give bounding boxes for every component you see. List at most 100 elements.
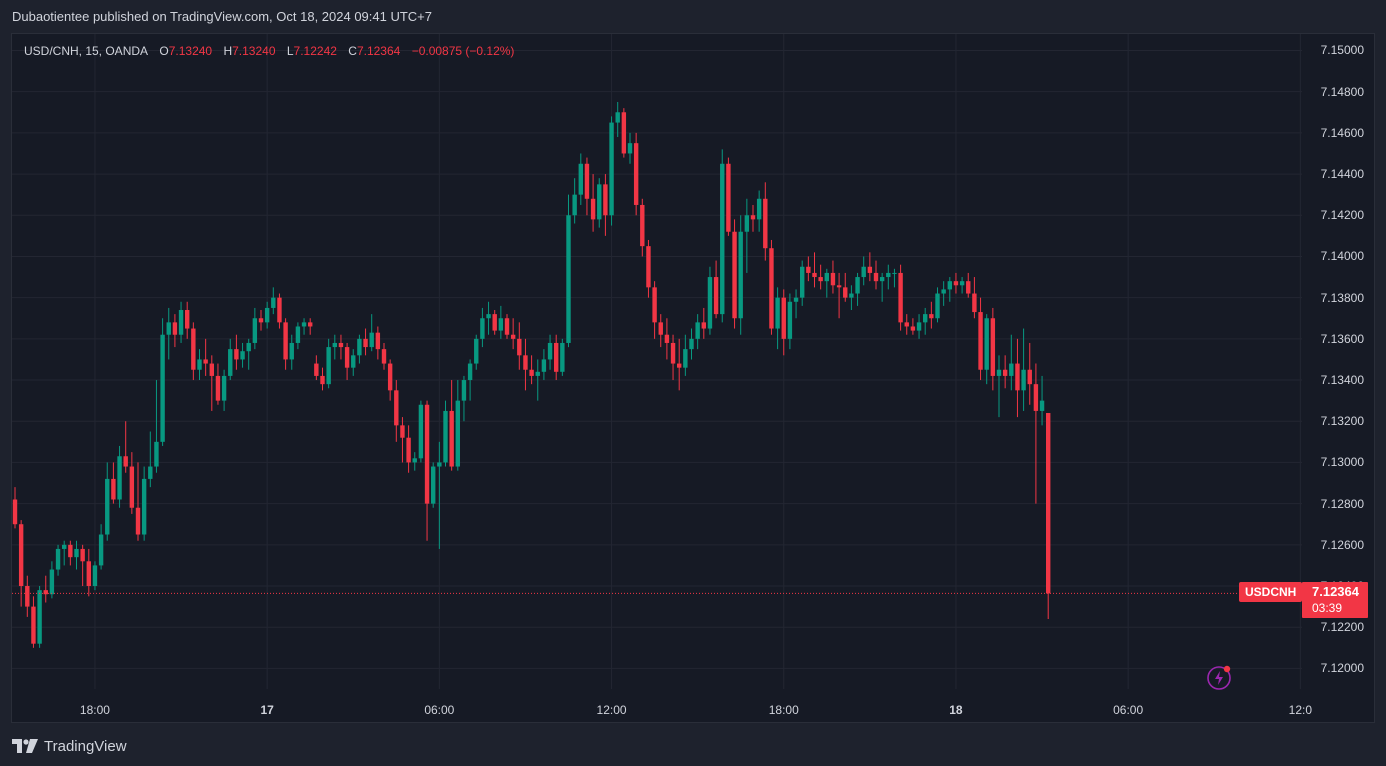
candle-body	[695, 322, 700, 339]
candle-body	[523, 355, 528, 370]
candle	[941, 281, 946, 306]
candle	[474, 334, 479, 370]
y-tick-label: 7.12800	[1320, 496, 1364, 511]
candle	[689, 328, 694, 360]
candle-body	[627, 143, 633, 154]
candle	[879, 272, 885, 302]
candle-body	[560, 342, 565, 372]
candle-body	[492, 314, 497, 331]
legend-open-label: O	[159, 44, 169, 58]
candle	[1015, 338, 1020, 418]
candle-body	[412, 458, 417, 463]
candle	[363, 328, 368, 356]
candle-body	[738, 231, 743, 319]
x-tick-label: 06:00	[1113, 703, 1144, 717]
y-tick-label: 7.12000	[1320, 661, 1364, 676]
candle	[861, 256, 866, 286]
candle	[726, 157, 731, 236]
tradingview-footer: TradingView	[12, 736, 127, 756]
candle-body	[234, 349, 239, 360]
y-tick-label: 7.13800	[1320, 290, 1364, 305]
candle-body	[467, 363, 473, 381]
symbol-badge: USDCNH	[1239, 582, 1303, 603]
candle-body	[246, 342, 251, 352]
candle-body	[609, 122, 614, 216]
legend-low-value: 7.12242	[293, 44, 337, 58]
candle	[670, 334, 676, 381]
candle	[658, 314, 663, 348]
candle	[234, 334, 239, 370]
lightning-alert-icon[interactable]	[1205, 662, 1235, 692]
candle-body	[701, 322, 706, 329]
candle	[713, 260, 719, 319]
candle-body	[74, 548, 79, 558]
candle	[1021, 328, 1026, 411]
candle	[812, 252, 817, 288]
candle	[633, 132, 639, 216]
candle	[375, 326, 381, 360]
candle	[1009, 334, 1014, 391]
legend-symbol: USD/CNH, 15, OANDA	[24, 44, 149, 58]
candle-body	[178, 310, 184, 335]
candle	[732, 219, 737, 329]
legend-close-value: 7.12364	[356, 44, 401, 58]
candle	[37, 586, 42, 648]
candle-body	[554, 342, 559, 372]
candle	[640, 198, 645, 257]
candle-body	[566, 215, 571, 343]
candle-body	[387, 363, 393, 391]
candle	[148, 431, 153, 488]
candle	[818, 264, 823, 290]
candle	[185, 301, 190, 339]
candle-body	[535, 371, 540, 376]
candle-body	[867, 266, 873, 273]
candle-body	[633, 143, 639, 205]
candle-body	[1021, 369, 1026, 391]
candle-body	[664, 334, 670, 343]
candle-body	[670, 342, 676, 364]
candle	[98, 524, 104, 570]
candle	[707, 266, 713, 335]
candle-body	[689, 338, 694, 350]
candle	[160, 318, 165, 446]
candle-body	[326, 347, 331, 385]
candle-body	[203, 359, 208, 364]
candle-body	[621, 112, 627, 154]
y-tick-label: 7.14800	[1320, 84, 1364, 99]
x-tick-label: 18:00	[768, 703, 799, 717]
candle-body	[480, 318, 485, 339]
candle-body	[80, 548, 85, 562]
candle-body	[98, 534, 104, 566]
candle	[898, 264, 903, 331]
candle	[308, 318, 313, 335]
candle-body	[443, 410, 448, 463]
candle-body	[597, 184, 602, 220]
candle-body	[750, 215, 756, 220]
candle	[240, 342, 245, 368]
candle	[369, 314, 374, 352]
candle-body	[800, 266, 805, 298]
candle	[283, 318, 288, 370]
y-tick-label: 7.15000	[1320, 43, 1364, 58]
candle-body	[191, 328, 196, 370]
candle-body	[812, 272, 817, 278]
candle-body	[129, 466, 135, 508]
chart-panel[interactable]: USD/CNH, 15, OANDA O7.13240 H7.13240 L7.…	[11, 33, 1375, 723]
candle-body	[510, 334, 516, 339]
candle	[793, 289, 799, 319]
candlestick-chart[interactable]	[12, 34, 1374, 722]
candle	[929, 301, 934, 329]
candle	[25, 575, 30, 617]
candle-body	[258, 318, 264, 323]
candle-body	[264, 307, 270, 323]
candle	[105, 462, 110, 541]
candle	[209, 355, 214, 411]
candle-body	[308, 322, 313, 327]
candle-body	[658, 322, 663, 335]
candle-body	[295, 326, 301, 343]
candle	[320, 367, 325, 391]
candle	[621, 108, 627, 158]
candle	[252, 307, 258, 350]
candle-body	[1009, 363, 1014, 376]
candle	[806, 256, 811, 282]
